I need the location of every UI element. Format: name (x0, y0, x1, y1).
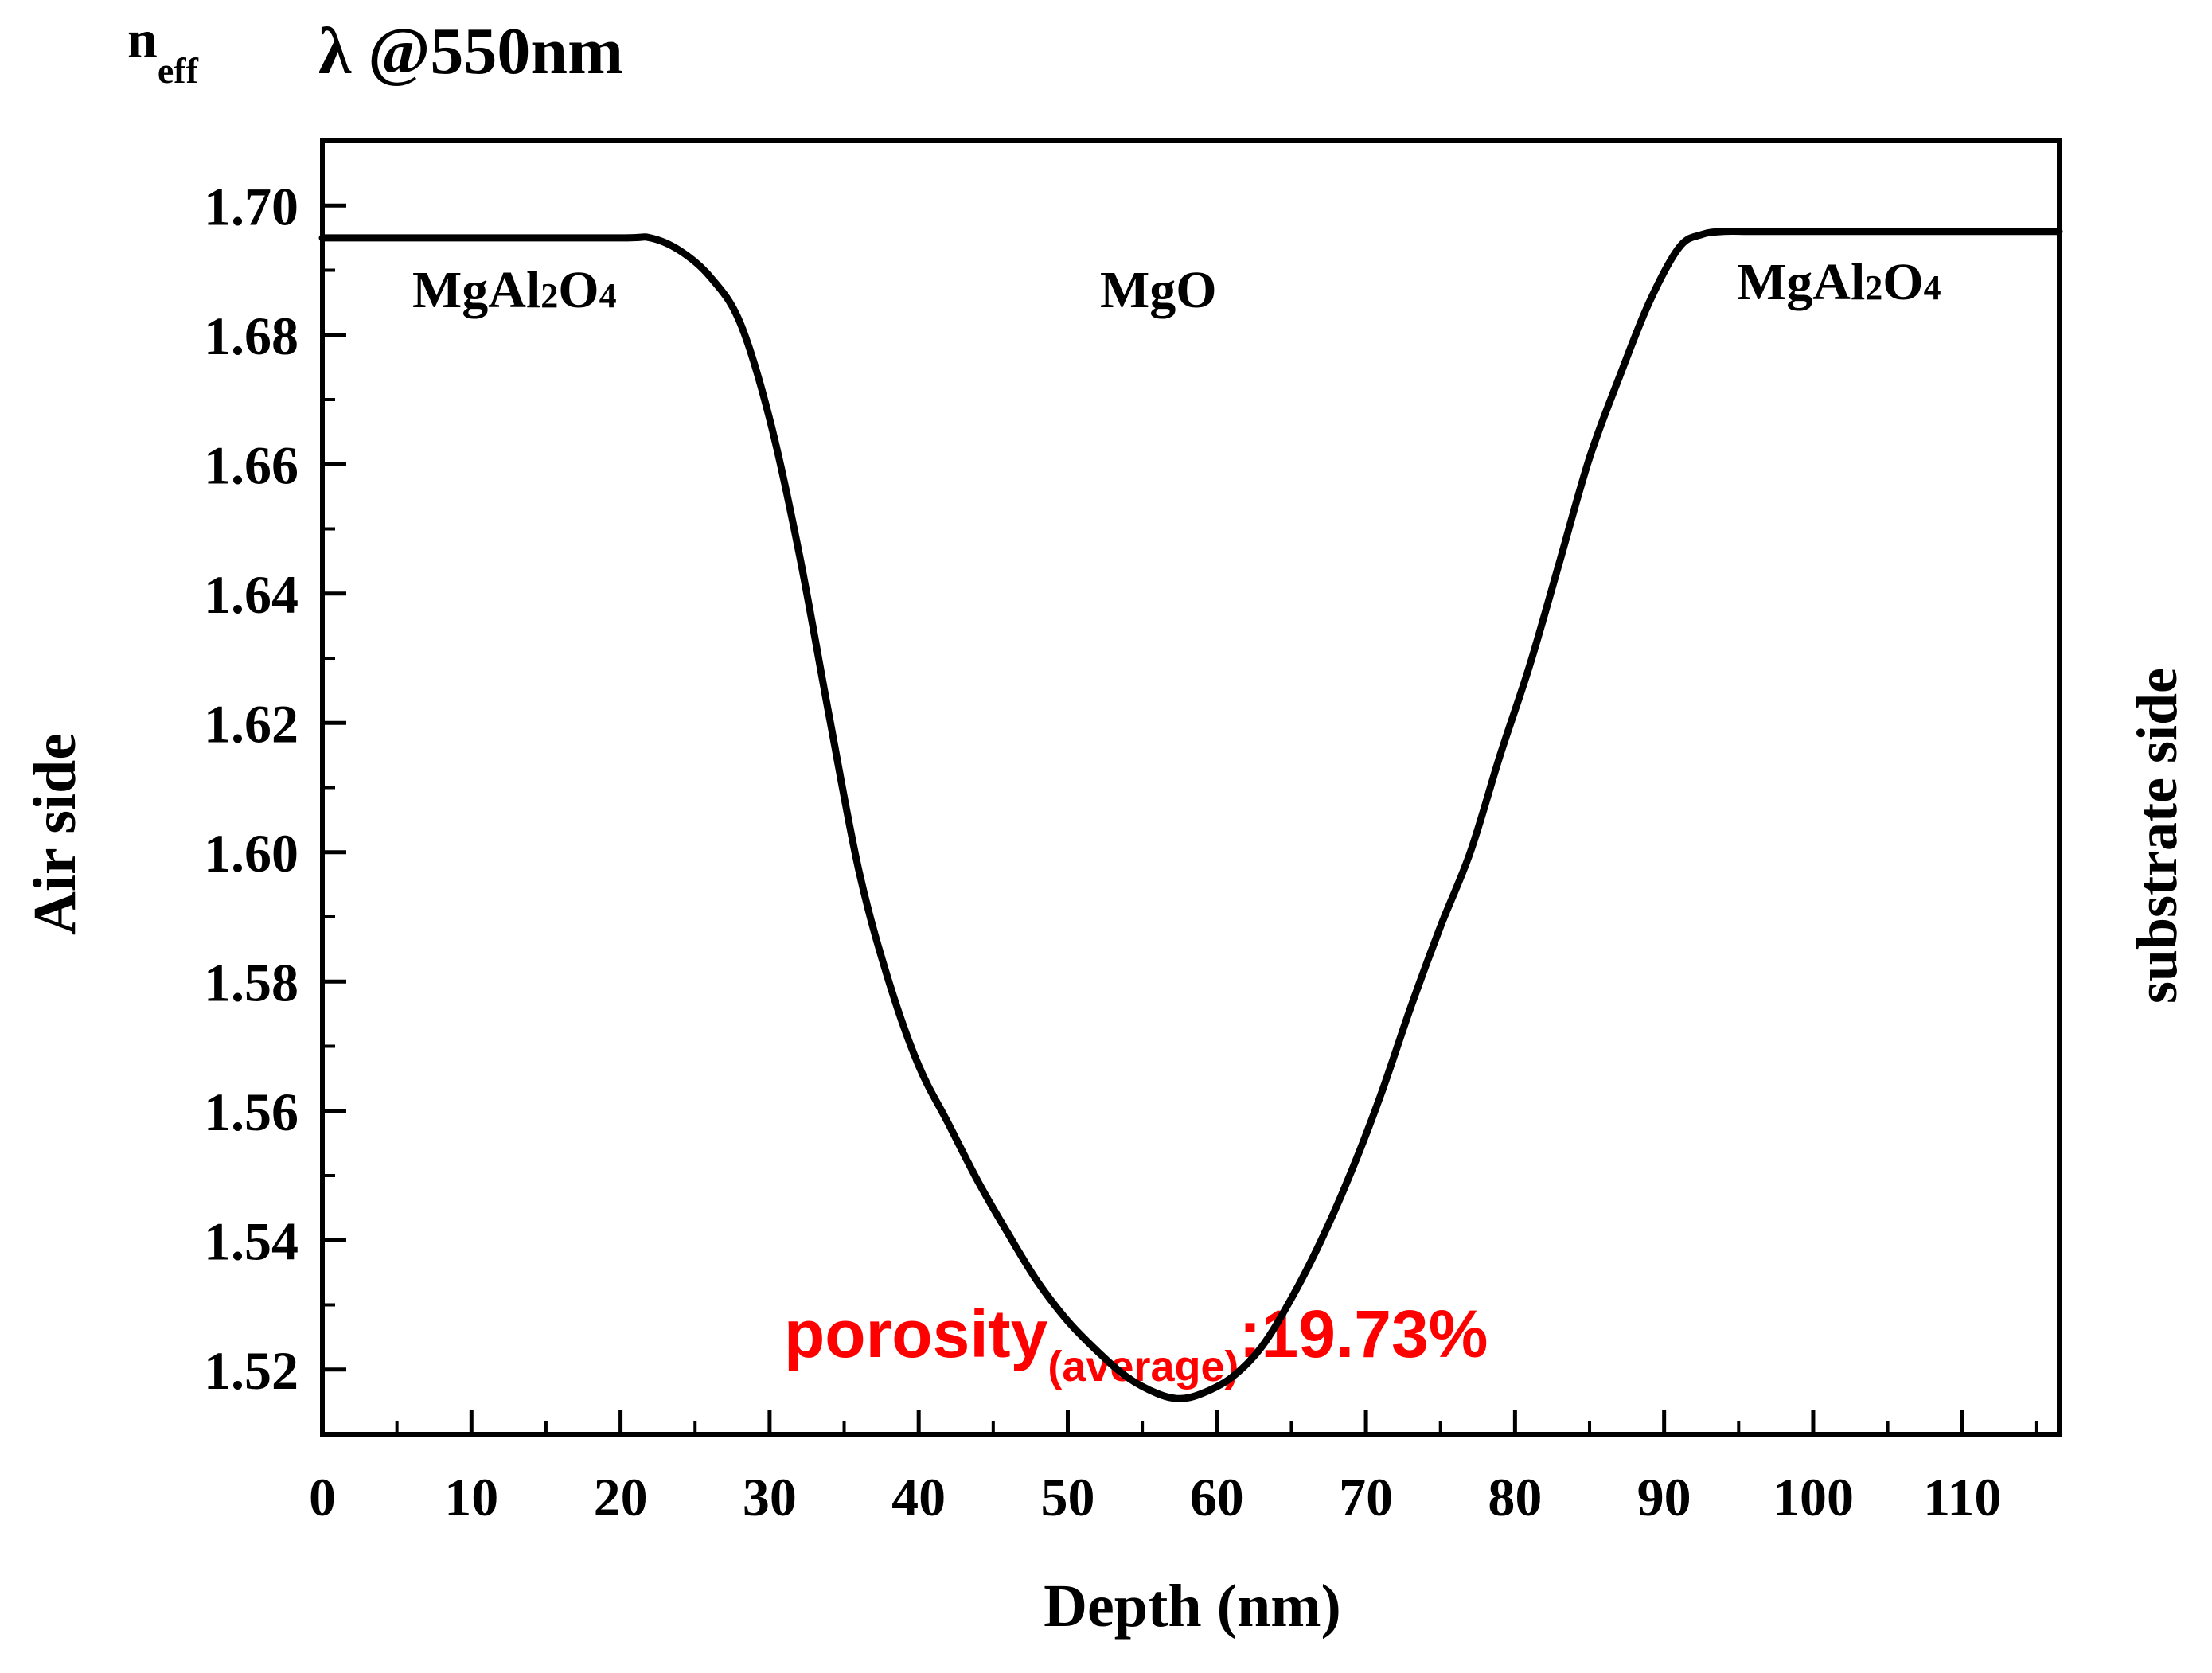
y-axis-title-subscript: eff (158, 50, 199, 91)
x-axis-label: Depth (nm) (1044, 1573, 1341, 1640)
x-tick-label: 110 (1923, 1467, 2001, 1527)
y-tick-label: 1.52 (204, 1340, 298, 1401)
plot-frame (320, 138, 2062, 1437)
y-tick-label: 1.66 (204, 435, 298, 495)
porosity-subscript: (average) (1047, 1343, 1239, 1390)
x-tick-label: 0 (309, 1467, 336, 1527)
x-tick-label: 10 (444, 1467, 498, 1527)
x-tick-label: 100 (1773, 1467, 1854, 1527)
x-tick-label: 40 (891, 1467, 946, 1527)
porosity-value: :19.73% (1239, 1297, 1488, 1371)
porosity-annotation: porosity(average):19.73% (784, 1297, 1488, 1390)
wavelength-label: λ @550nm (318, 14, 623, 88)
y-tick-label: 1.54 (204, 1211, 298, 1271)
y-tick-label: 1.62 (204, 693, 298, 754)
x-tick-label: 80 (1488, 1467, 1542, 1527)
x-tick-label: 90 (1637, 1467, 1691, 1527)
y-axis-label-left: Air side (21, 733, 88, 935)
y-tick-label: 1.70 (204, 176, 298, 236)
n-eff-profile-line (318, 227, 2063, 1402)
x-tick-label: 70 (1339, 1467, 1393, 1527)
y-tick-label: 1.58 (204, 952, 298, 1012)
y-axis-title-symbol: n (127, 9, 158, 69)
y-axis-label-right: substrate side (2125, 668, 2189, 1004)
y-tick-label: 1.64 (204, 564, 298, 625)
x-tick-label: 20 (594, 1467, 648, 1527)
right-region-label: MgAl2O4 (1737, 253, 1941, 311)
axis-ticks (320, 203, 2038, 1436)
y-tick-label: 1.60 (204, 823, 298, 883)
axis-tick-labels: 0 10 20 30 40 50 60 70 80 90 100 110 1.52 1.54 1.56 1.5… (204, 176, 2001, 1527)
x-tick-label: 60 (1190, 1467, 1244, 1527)
porosity-prefix: porosity (784, 1297, 1048, 1371)
center-region-label: MgO (1100, 261, 1217, 319)
y-axis-title: neff (127, 9, 199, 91)
x-tick-label: 30 (743, 1467, 797, 1527)
y-tick-label: 1.56 (204, 1082, 298, 1142)
x-tick-label: 50 (1040, 1467, 1094, 1527)
left-region-label: MgAl2O4 (412, 261, 617, 319)
y-tick-label: 1.68 (204, 306, 298, 366)
